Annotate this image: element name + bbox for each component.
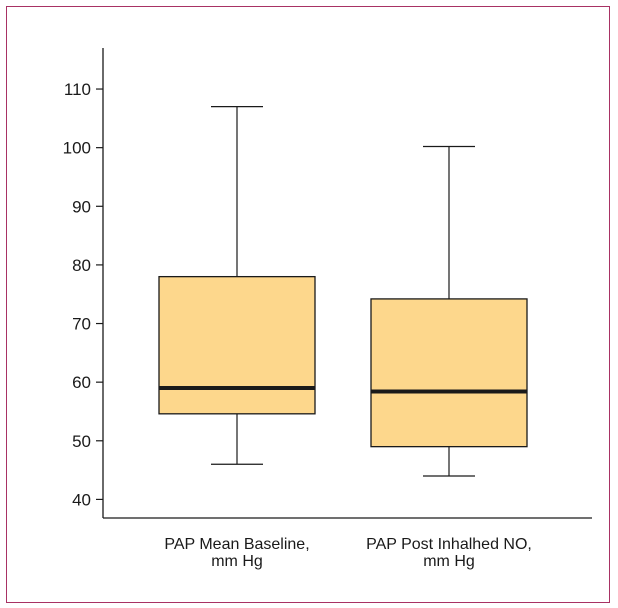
boxes [158,106,528,477]
y-tick-label: 70 [72,315,91,334]
axes: 40 50 60 70 80 90 100 110 [63,48,592,519]
y-tick-label: 40 [72,490,91,509]
y-tick-label: 90 [72,197,91,216]
iqr-box [158,275,316,415]
category-label: mm Hg [423,553,475,570]
y-tick-label: 110 [64,80,91,99]
category-label: PAP Post Inhalhed NO, [366,536,532,553]
box-series-1 [158,106,316,465]
y-tick-label: 60 [72,373,91,392]
box-series-2 [370,145,528,477]
category-label: PAP Mean Baseline, [164,536,309,553]
y-tick-label: 80 [72,256,91,275]
iqr-box [370,298,528,448]
y-tick-label: 50 [72,432,91,451]
y-tick-label: 100 [63,139,91,158]
category-label: mm Hg [211,553,263,570]
